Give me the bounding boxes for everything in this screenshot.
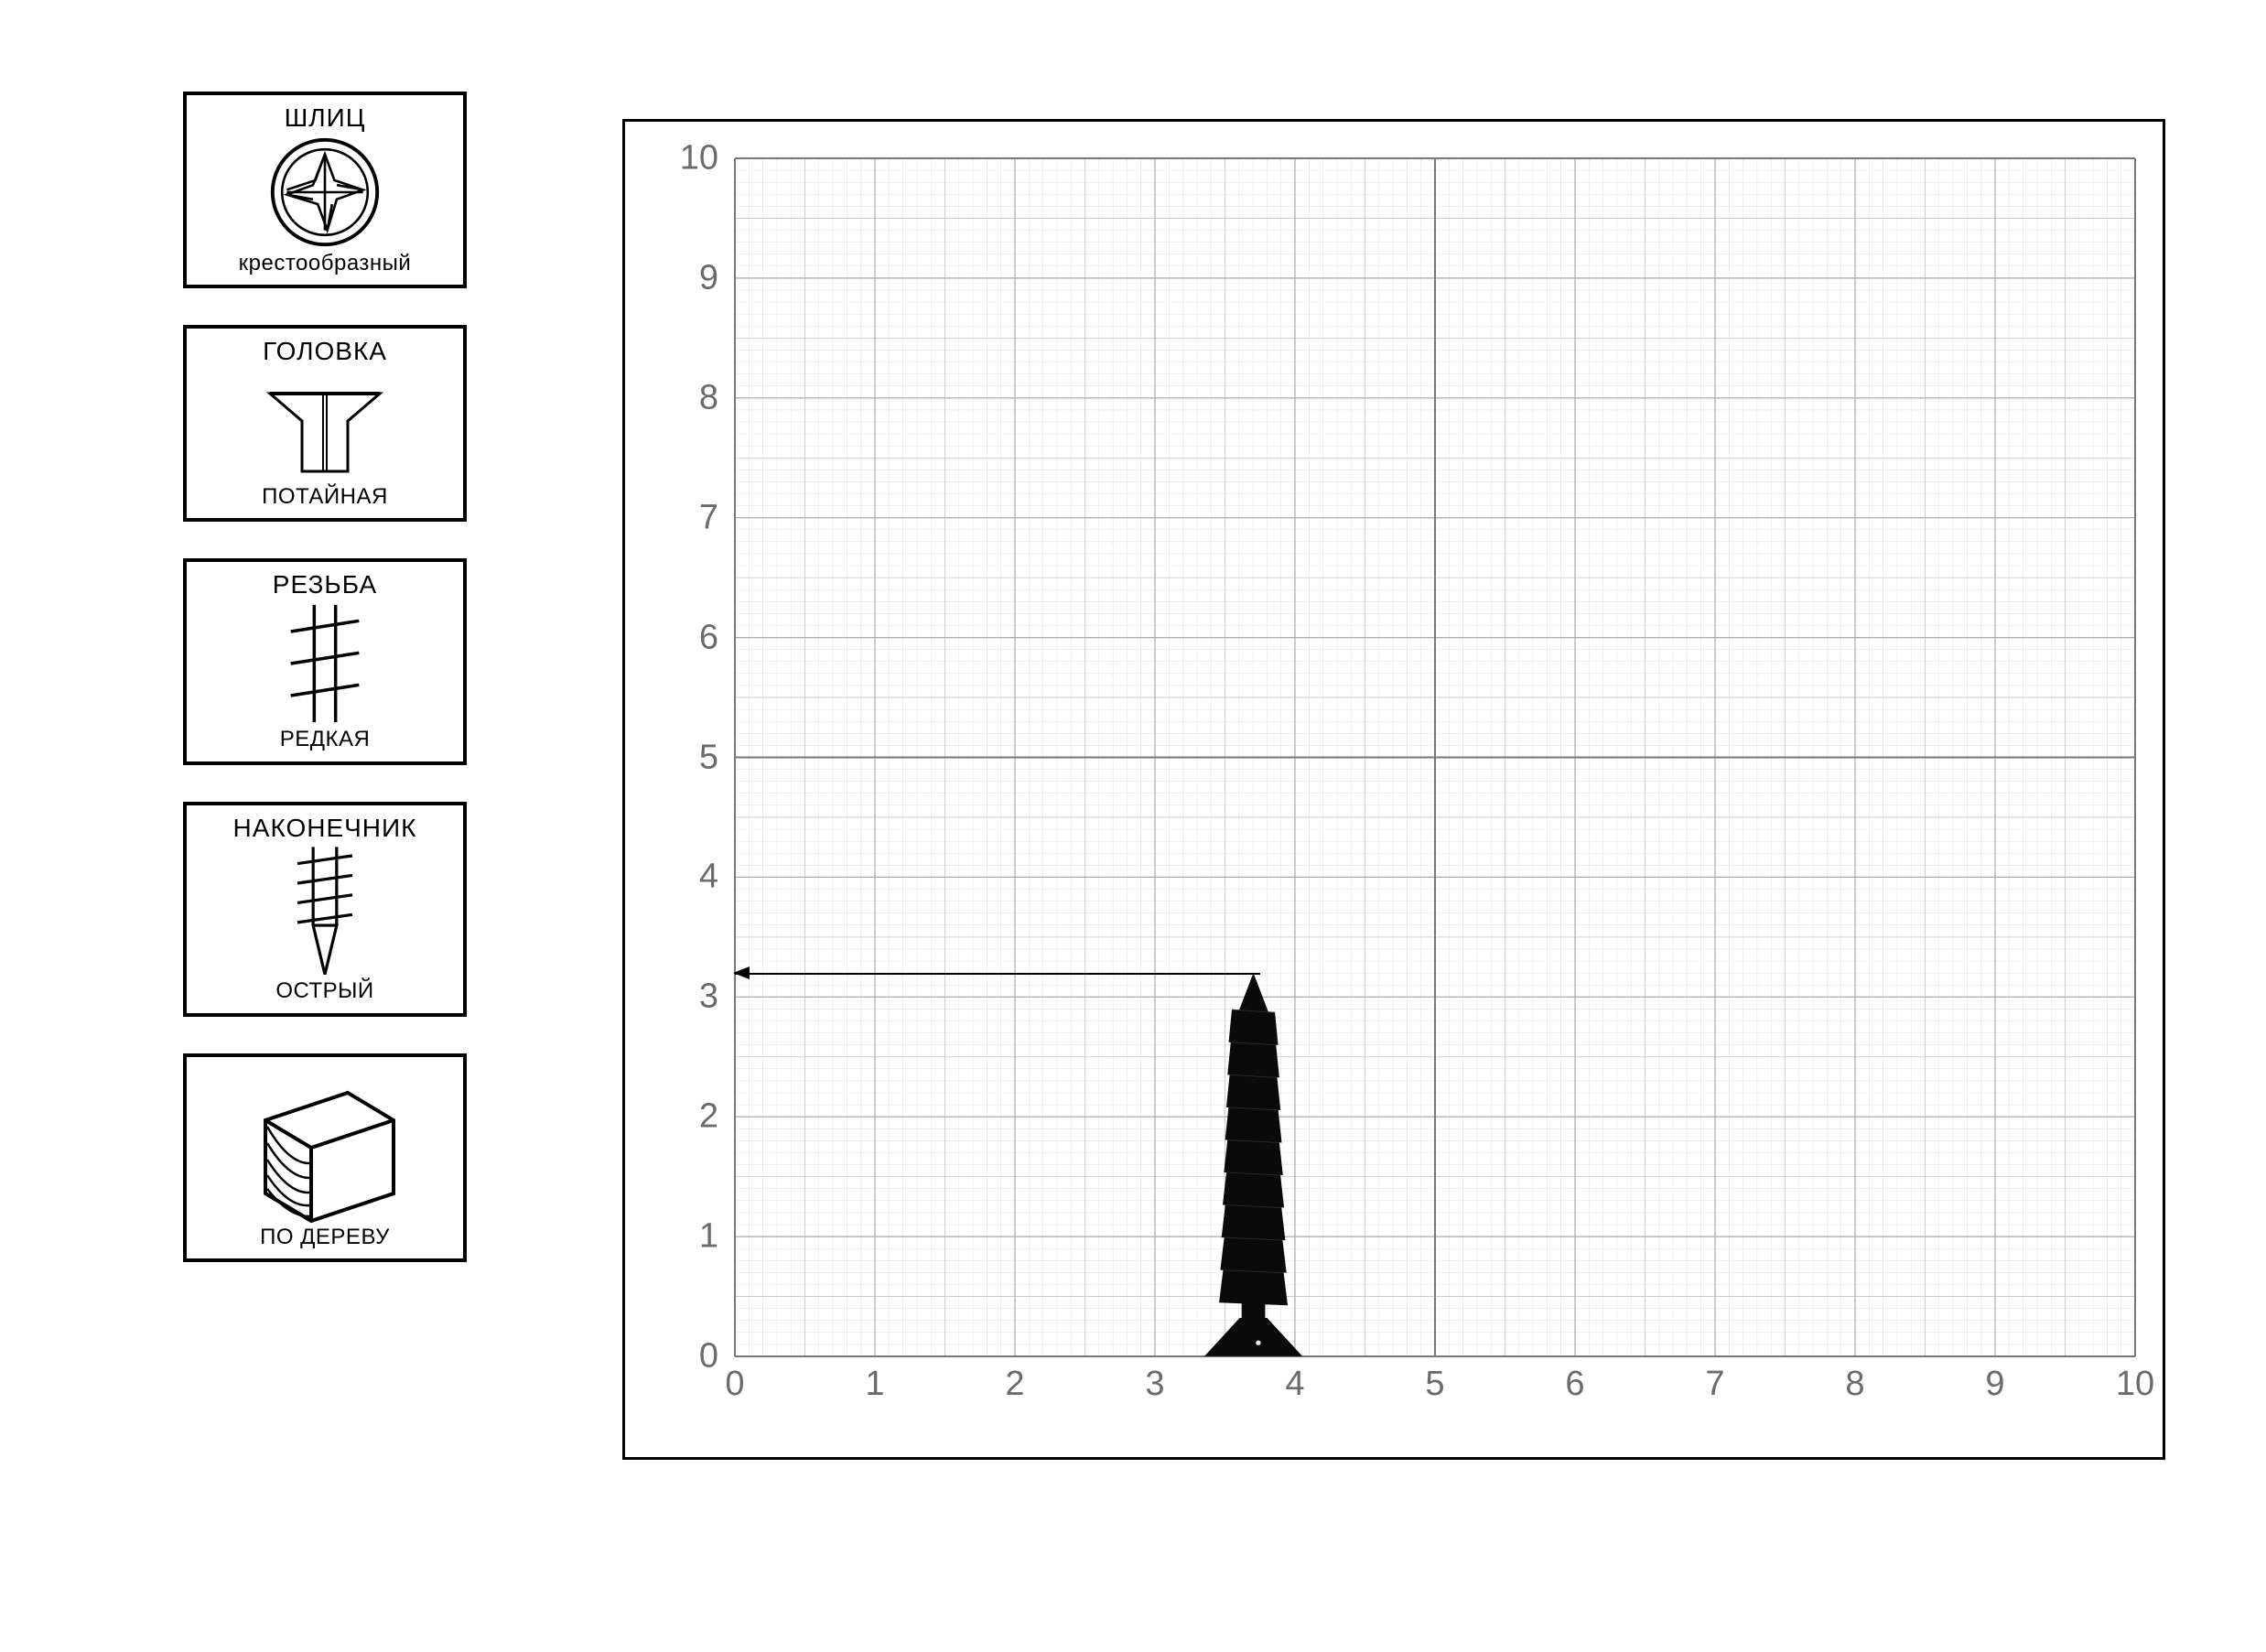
- card-title: РЕЗЬБА: [273, 571, 377, 599]
- grid-background: [625, 122, 2163, 1457]
- arrow-head-icon: [733, 966, 750, 979]
- x-tick-label: 8: [1845, 1365, 1864, 1404]
- card-head-type: ГОЛОВКА ПОТАЙНАЯ: [183, 325, 467, 522]
- wood-material-icon: [194, 1066, 456, 1226]
- x-tick-label: 5: [1425, 1365, 1444, 1404]
- card-material: ПО ДЕРЕВУ: [183, 1053, 467, 1262]
- y-tick-label: 10: [664, 139, 718, 178]
- measurement-chart: 0 1 2 3 4 5 6 7 8 9 10 0 1 2 3 4 5 6 7 8 9 10: [595, 92, 2193, 1560]
- phillips-head-icon: [194, 133, 456, 252]
- y-tick-label: 4: [664, 858, 718, 897]
- card-title: ГОЛОВКА: [263, 338, 387, 366]
- countersunk-head-icon: [194, 366, 456, 485]
- coarse-thread-icon: [194, 599, 456, 728]
- y-tick-label: 6: [664, 618, 718, 657]
- height-indicator-arrow: [735, 973, 1260, 975]
- y-tick-label: 5: [664, 738, 718, 777]
- y-tick-label: 8: [664, 378, 718, 417]
- y-tick-label: 2: [664, 1097, 718, 1137]
- card-subtitle: крестообразный: [239, 252, 412, 275]
- x-tick-label: 1: [865, 1365, 884, 1404]
- card-title: ШЛИЦ: [285, 104, 366, 133]
- spec-sidebar: ШЛИЦ крестообразный ГОЛОВКА: [183, 92, 467, 1560]
- card-subtitle: ОСТРЫЙ: [275, 979, 373, 1003]
- x-tick-label: 10: [2116, 1365, 2154, 1404]
- screw-silhouette: [1204, 973, 1302, 1356]
- x-tick-label: 7: [1705, 1365, 1724, 1404]
- chart-frame: 0 1 2 3 4 5 6 7 8 9 10 0 1 2 3 4 5 6 7 8 9 10: [622, 119, 2165, 1460]
- x-tick-label: 9: [1985, 1365, 2004, 1404]
- y-tick-label: 9: [664, 258, 718, 297]
- y-tick-label: 3: [664, 977, 718, 1017]
- x-tick-label: 2: [1005, 1365, 1024, 1404]
- y-tick-label: 7: [664, 498, 718, 537]
- x-tick-label: 0: [725, 1365, 744, 1404]
- y-tick-label: 1: [664, 1217, 718, 1257]
- card-thread-type: РЕЗЬБА РЕДКАЯ: [183, 558, 467, 764]
- card-title: НАКОНЕЧНИК: [233, 815, 417, 843]
- card-subtitle: ПО ДЕРЕВУ: [260, 1226, 390, 1249]
- card-slot-type: ШЛИЦ крестообразный: [183, 92, 467, 288]
- sharp-point-icon: [194, 842, 456, 979]
- y-tick-label: 0: [664, 1337, 718, 1377]
- x-tick-label: 3: [1145, 1365, 1164, 1404]
- page-root: ШЛИЦ крестообразный ГОЛОВКА: [0, 0, 2266, 1652]
- card-tip-type: НАКОНЕЧНИК ОСТРЫЙ: [183, 802, 467, 1017]
- x-tick-label: 4: [1285, 1365, 1304, 1404]
- x-tick-label: 6: [1565, 1365, 1584, 1404]
- card-subtitle: РЕДКАЯ: [280, 728, 371, 751]
- card-subtitle: ПОТАЙНАЯ: [262, 485, 388, 509]
